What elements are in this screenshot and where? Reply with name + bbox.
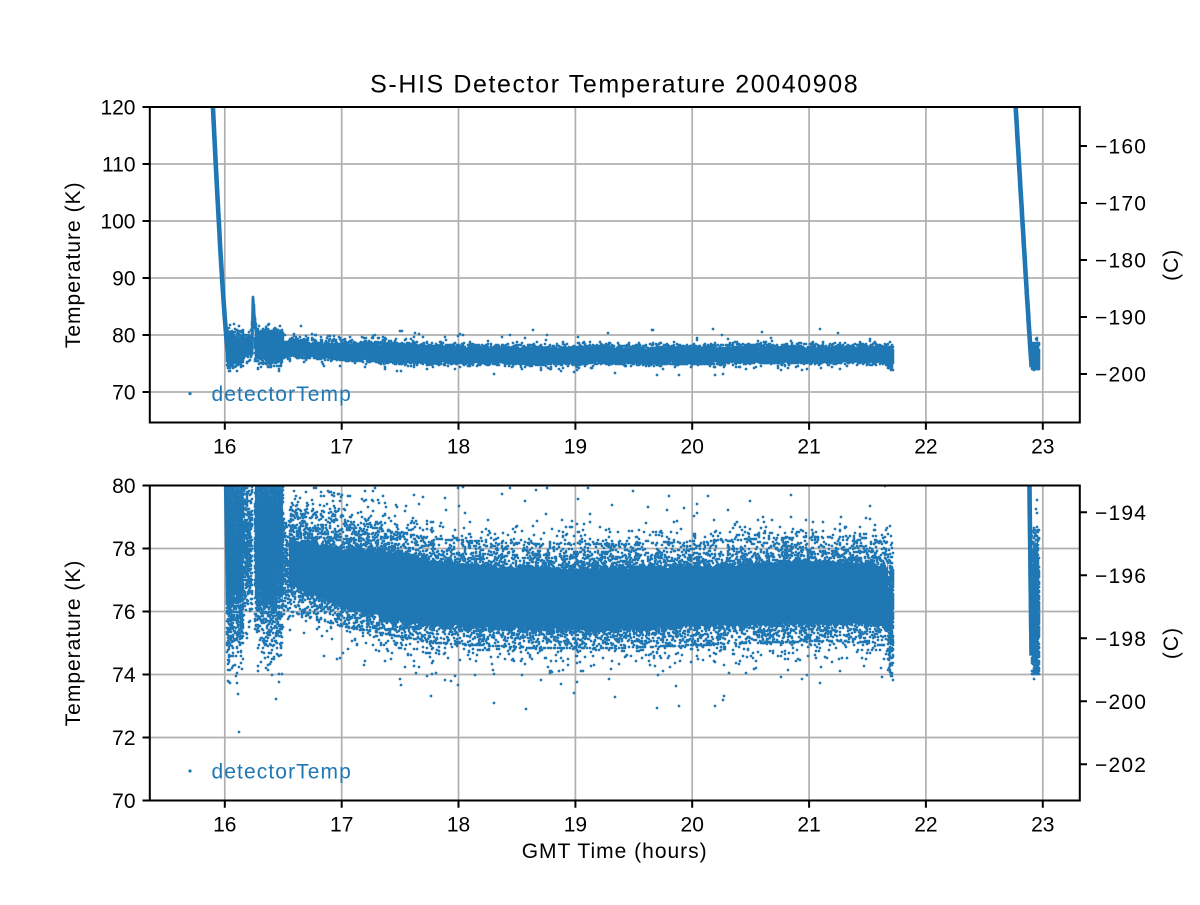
svg-text:16: 16 bbox=[213, 814, 236, 837]
svg-text:70: 70 bbox=[112, 382, 135, 405]
svg-text:20: 20 bbox=[681, 436, 704, 459]
svg-text:−194: −194 bbox=[1095, 502, 1147, 525]
svg-text:−170: −170 bbox=[1095, 193, 1147, 216]
svg-text:74: 74 bbox=[112, 664, 136, 687]
svg-text:21: 21 bbox=[797, 814, 820, 837]
svg-text:80: 80 bbox=[112, 475, 135, 498]
svg-text:−190: −190 bbox=[1095, 307, 1147, 330]
svg-text:21: 21 bbox=[797, 436, 820, 459]
svg-text:19: 19 bbox=[564, 814, 587, 837]
svg-text:78: 78 bbox=[112, 538, 135, 561]
svg-text:detectorTemp: detectorTemp bbox=[212, 383, 352, 406]
svg-text:(C): (C) bbox=[1160, 627, 1183, 659]
svg-text:23: 23 bbox=[1031, 814, 1054, 837]
svg-text:22: 22 bbox=[914, 814, 937, 837]
svg-text:Temperature (K): Temperature (K) bbox=[62, 181, 85, 348]
svg-text:17: 17 bbox=[330, 436, 353, 459]
svg-text:16: 16 bbox=[213, 436, 236, 459]
svg-text:detectorTemp: detectorTemp bbox=[212, 761, 352, 784]
svg-text:19: 19 bbox=[564, 436, 587, 459]
svg-text:100: 100 bbox=[100, 211, 135, 234]
svg-text:−200: −200 bbox=[1095, 364, 1147, 387]
svg-text:90: 90 bbox=[112, 268, 135, 291]
svg-text:110: 110 bbox=[102, 154, 135, 177]
svg-text:−200: −200 bbox=[1095, 691, 1147, 714]
svg-text:−160: −160 bbox=[1095, 136, 1147, 159]
svg-text:−180: −180 bbox=[1095, 250, 1147, 273]
svg-text:76: 76 bbox=[112, 601, 135, 624]
svg-text:−198: −198 bbox=[1095, 628, 1147, 651]
svg-text:Temperature (K): Temperature (K) bbox=[62, 560, 85, 727]
svg-text:GMT Time (hours): GMT Time (hours) bbox=[522, 840, 708, 863]
svg-text:−196: −196 bbox=[1095, 565, 1147, 588]
svg-text:70: 70 bbox=[112, 790, 135, 813]
svg-text:S-HIS Detector Temperature 200: S-HIS Detector Temperature 20040908 bbox=[370, 70, 859, 98]
svg-text:18: 18 bbox=[447, 814, 470, 837]
svg-text:−202: −202 bbox=[1095, 754, 1147, 777]
svg-text:20: 20 bbox=[681, 814, 704, 837]
svg-text:17: 17 bbox=[330, 814, 353, 837]
svg-text:72: 72 bbox=[112, 727, 135, 750]
svg-text:23: 23 bbox=[1031, 436, 1054, 459]
svg-text:120: 120 bbox=[100, 97, 135, 120]
svg-text:22: 22 bbox=[914, 436, 937, 459]
svg-text:(C): (C) bbox=[1160, 249, 1183, 281]
svg-text:18: 18 bbox=[447, 436, 470, 459]
svg-text:80: 80 bbox=[112, 325, 135, 348]
